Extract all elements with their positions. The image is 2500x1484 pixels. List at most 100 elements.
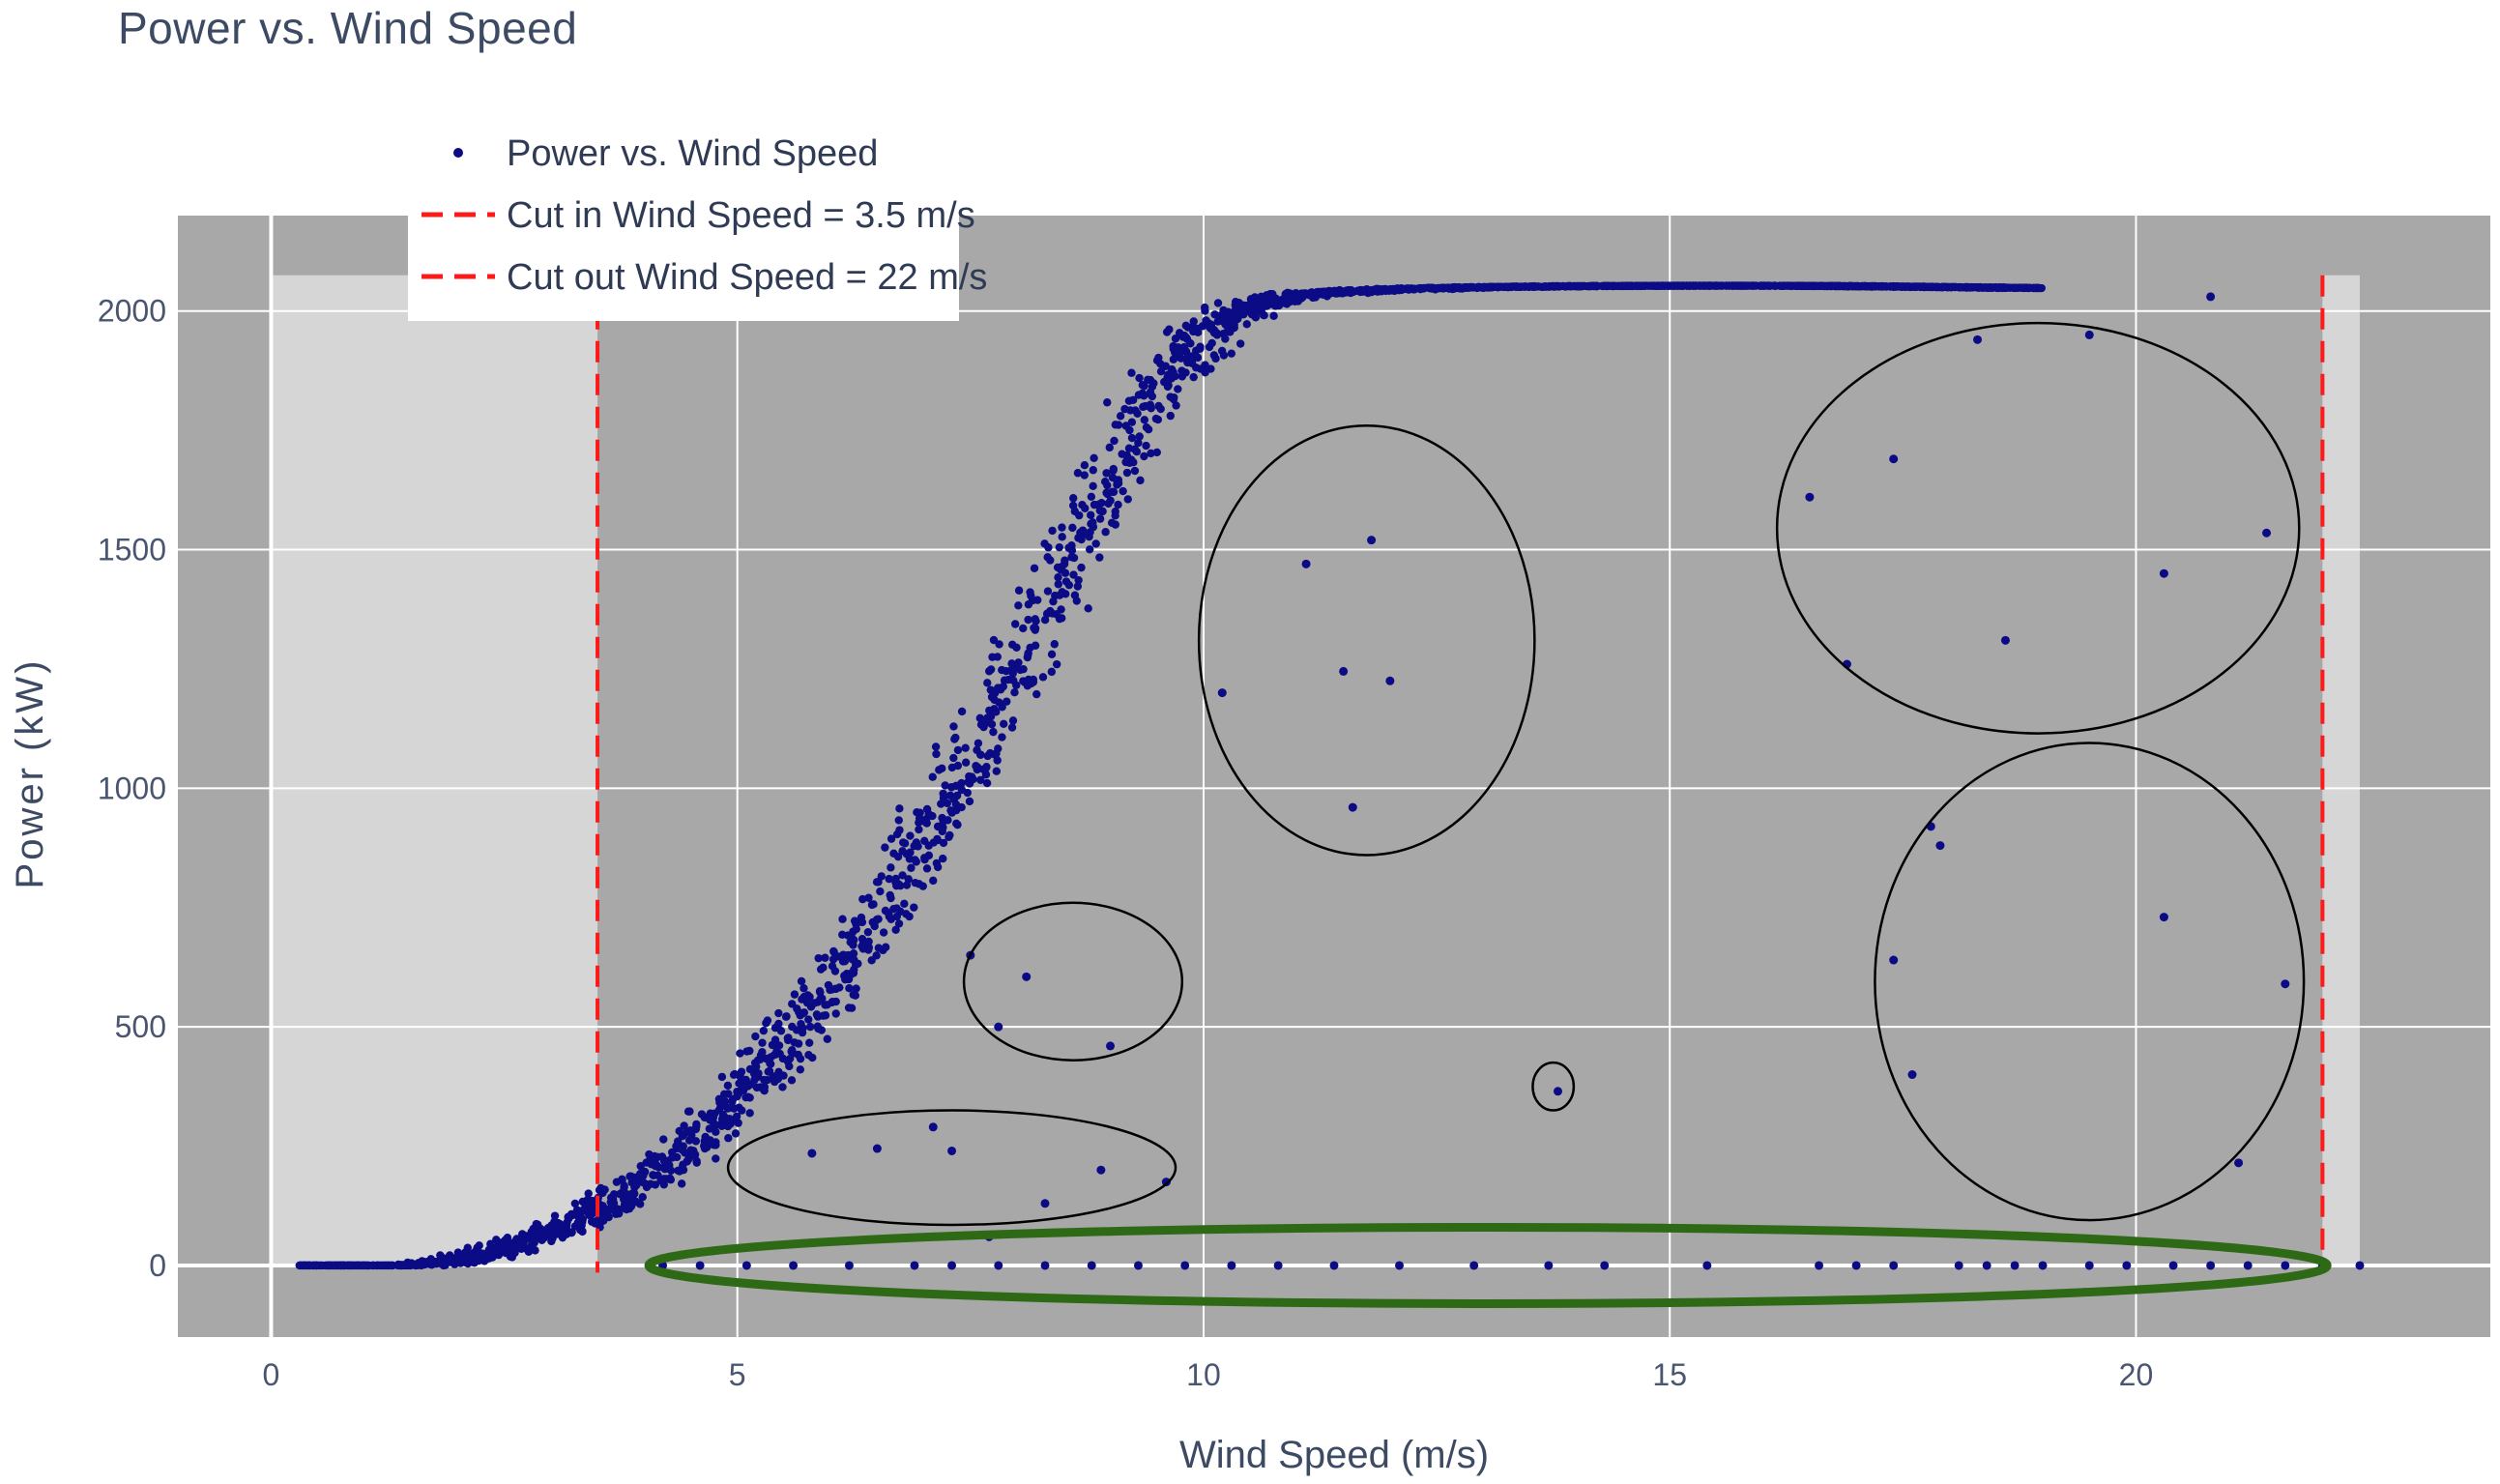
data-point-outlier: [1161, 1178, 1171, 1187]
data-point: [1110, 436, 1119, 446]
data-point: [1142, 441, 1150, 451]
data-point: [433, 1258, 442, 1266]
data-point-outlier: [807, 1149, 817, 1158]
data-point: [1038, 673, 1048, 682]
data-point: [1209, 351, 1219, 360]
data-point: [1058, 533, 1066, 541]
data-point: [857, 913, 866, 922]
data-point: [850, 965, 858, 974]
data-point: [762, 1019, 770, 1028]
x-tick-label: 15: [1652, 1357, 1687, 1392]
x-tick-label: 20: [2119, 1357, 2154, 1392]
data-point: [621, 1204, 629, 1213]
data-point: [1012, 643, 1021, 652]
data-point-outlier: [1367, 536, 1377, 545]
data-point: [1169, 344, 1178, 354]
data-point-outlier: [928, 1122, 938, 1132]
data-point: [754, 1069, 763, 1078]
data-point-zero-power: [1851, 1261, 1861, 1270]
data-point: [1345, 286, 1353, 296]
data-point: [760, 1075, 769, 1085]
data-point: [735, 1079, 743, 1088]
data-point: [518, 1230, 527, 1238]
data-point: [965, 797, 974, 806]
data-point: [759, 1026, 769, 1035]
data-point: [1206, 324, 1215, 333]
data-point: [1091, 539, 1100, 548]
data-point: [794, 1039, 803, 1048]
data-point: [1397, 285, 1406, 295]
data-point: [1165, 325, 1174, 334]
data-point: [1147, 449, 1155, 458]
data-point: [686, 1146, 695, 1154]
data-point: [1454, 283, 1464, 292]
data-point: [1061, 568, 1070, 577]
data-point: [778, 1083, 787, 1091]
data-point: [950, 735, 959, 743]
data-point: [760, 1086, 769, 1095]
data-point: [982, 718, 991, 727]
data-point-zero-power: [994, 1261, 1003, 1270]
data-point: [1294, 297, 1303, 306]
data-point: [1080, 471, 1089, 480]
data-point: [874, 915, 883, 923]
data-point: [1129, 458, 1138, 467]
data-point: [1183, 358, 1192, 367]
data-point: [874, 944, 884, 952]
data-point: [1058, 588, 1066, 597]
data-point: [606, 1198, 615, 1207]
data-point: [723, 1104, 732, 1113]
data-point: [1780, 281, 1789, 290]
x-axis-title: Wind Speed (m/s): [1179, 1434, 1489, 1476]
data-point: [1673, 281, 1682, 290]
data-point: [1210, 310, 1219, 319]
data-point: [417, 1261, 425, 1270]
data-point: [961, 758, 971, 767]
data-point: [550, 1222, 559, 1231]
data-point: [1171, 335, 1180, 343]
data-point: [1999, 283, 2008, 292]
data-point: [828, 985, 836, 994]
data-point: [872, 878, 882, 887]
data-point: [1073, 469, 1083, 478]
data-point: [1077, 563, 1086, 572]
data-point: [1212, 329, 1221, 337]
data-point: [1108, 473, 1118, 482]
data-point-outlier: [2262, 528, 2272, 538]
data-point: [828, 955, 838, 964]
data-point: [745, 1064, 755, 1074]
data-point: [947, 783, 956, 792]
scatter-series: [295, 281, 2365, 1270]
data-point: [851, 991, 860, 1000]
data-point: [638, 1192, 647, 1202]
data-point: [550, 1211, 560, 1220]
data-point: [774, 1008, 783, 1018]
data-point: [630, 1189, 639, 1198]
data-point-zero-power: [910, 1261, 919, 1270]
data-point: [785, 1062, 794, 1071]
data-point: [1105, 443, 1114, 452]
data-point: [995, 640, 1003, 649]
data-point: [821, 1011, 830, 1020]
data-point: [1070, 591, 1080, 599]
y-tick-label: 2000: [98, 294, 166, 329]
data-point: [1241, 302, 1251, 310]
data-point: [730, 1069, 740, 1079]
data-point: [538, 1236, 546, 1245]
data-point: [1127, 433, 1137, 443]
data-point: [1771, 281, 1780, 290]
data-point: [902, 881, 912, 889]
data-point: [845, 984, 854, 993]
data-point-zero-power: [1273, 1261, 1283, 1270]
data-point: [763, 1055, 771, 1063]
data-point: [1074, 534, 1083, 542]
data-point: [1444, 283, 1453, 292]
data-point: [992, 708, 1001, 716]
data-point: [915, 813, 924, 823]
data-point: [1858, 281, 1868, 291]
data-point: [990, 688, 1000, 698]
data-point: [1904, 282, 1912, 291]
data-point: [629, 1174, 638, 1182]
data-point: [1213, 299, 1223, 307]
data-point: [799, 984, 808, 993]
